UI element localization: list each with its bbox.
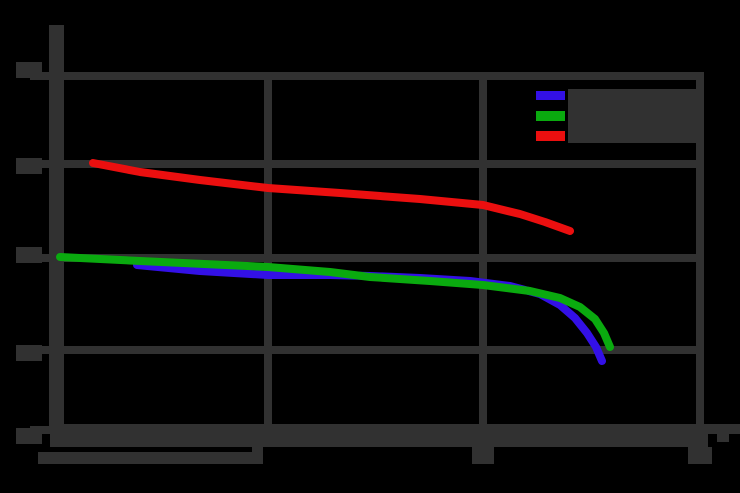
y-tick-label-redacted xyxy=(16,428,42,444)
x-label-bridge-redacted xyxy=(252,434,263,464)
horizontal-gridline xyxy=(30,72,704,80)
y-tick-label-redacted xyxy=(16,247,42,263)
horizontal-gridline xyxy=(30,254,704,262)
series-red-line xyxy=(89,159,574,235)
x-axis-end-tick xyxy=(717,424,729,442)
y-axis-spine xyxy=(49,25,64,432)
x-tick-label-redacted xyxy=(688,447,712,464)
vertical-gridline xyxy=(264,76,272,432)
y-tick-label-redacted xyxy=(16,158,42,174)
vertical-gridline xyxy=(479,76,487,432)
x-axis-spine xyxy=(49,424,740,434)
horizontal-gridline xyxy=(30,160,704,168)
vertical-gridline xyxy=(696,76,704,432)
x-tick-label-band-redacted xyxy=(50,434,708,447)
x-tick-label-redacted xyxy=(472,447,494,464)
legend-swatch-blue xyxy=(536,91,565,100)
series-green-line xyxy=(56,253,614,351)
y-tick-label-redacted xyxy=(16,62,42,78)
horizontal-gridline xyxy=(30,346,704,354)
legend-swatch-red xyxy=(536,131,565,141)
y-tick-label-redacted xyxy=(16,345,42,361)
legend-labels-redacted xyxy=(568,89,700,143)
legend-swatch-green xyxy=(536,111,565,121)
x-axis-label-redacted xyxy=(38,452,263,464)
